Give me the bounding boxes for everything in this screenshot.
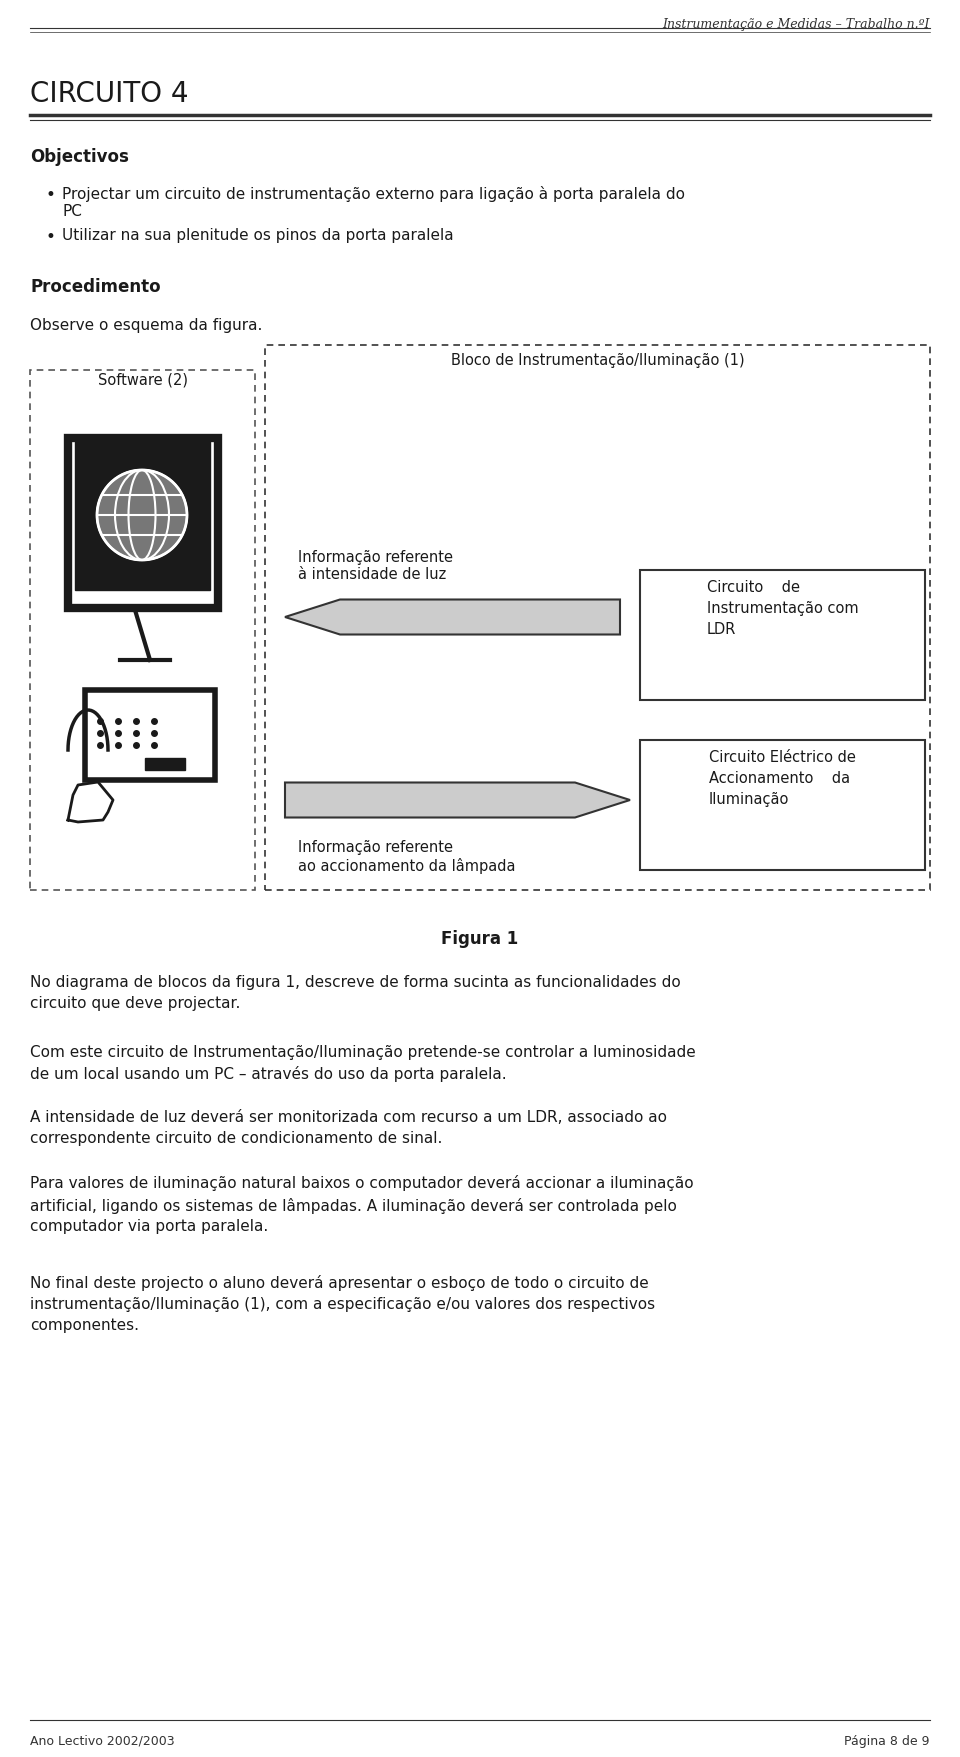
Text: Bloco de Instrumentação/Iluminação (1): Bloco de Instrumentação/Iluminação (1) [450,353,744,367]
Text: •: • [45,228,55,246]
Text: Procedimento: Procedimento [30,278,160,295]
Text: Ano Lectivo 2002/2003: Ano Lectivo 2002/2003 [30,1734,175,1748]
Text: No diagrama de blocos da figura 1, descreve de forma sucinta as funcionalidades : No diagrama de blocos da figura 1, descr… [30,975,681,1010]
FancyBboxPatch shape [640,740,925,870]
Text: No final deste projecto o aluno deverá apresentar o esboço de todo o circuito de: No final deste projecto o aluno deverá a… [30,1276,655,1334]
Bar [75,436,210,590]
Text: Software (2): Software (2) [98,372,187,387]
Text: Projectar um circuito de instrumentação externo para ligação à porta paralela do: Projectar um circuito de instrumentação … [62,186,685,220]
Text: Informação referente
ao accionamento da lâmpada: Informação referente ao accionamento da … [298,840,516,873]
Text: Com este circuito de Instrumentação/Iluminação pretende-se controlar a luminosid: Com este circuito de Instrumentação/Ilum… [30,1045,696,1082]
Text: Para valores de iluminação natural baixos o computador deverá accionar a ilumina: Para valores de iluminação natural baixo… [30,1175,694,1235]
Text: Circuito Eléctrico de
Accionamento    da
Iluminação: Circuito Eléctrico de Accionamento da Il… [709,750,856,806]
Circle shape [97,471,187,560]
Polygon shape [285,782,630,817]
Bar [85,691,215,780]
Text: Observe o esquema da figura.: Observe o esquema da figura. [30,318,262,334]
Bar [68,437,218,608]
Text: Informação referente
à intensidade de luz: Informação referente à intensidade de lu… [298,550,453,582]
Text: Utilizar na sua plenitude os pinos da porta paralela: Utilizar na sua plenitude os pinos da po… [62,228,454,242]
Text: Instrumentação e Medidas – Trabalho n.ºI: Instrumentação e Medidas – Trabalho n.ºI [662,18,930,32]
Text: A intensidade de luz deverá ser monitorizada com recurso a um LDR, associado ao
: A intensidade de luz deverá ser monitori… [30,1110,667,1146]
Bar [145,757,185,770]
Polygon shape [285,599,620,634]
Text: Circuito    de
Instrumentação com
LDR: Circuito de Instrumentação com LDR [707,580,858,638]
Text: •: • [45,186,55,204]
Text: Figura 1: Figura 1 [442,929,518,949]
Text: Página 8 de 9: Página 8 de 9 [845,1734,930,1748]
FancyBboxPatch shape [640,569,925,699]
Text: Objectivos: Objectivos [30,148,129,165]
Text: CIRCUITO 4: CIRCUITO 4 [30,81,188,107]
